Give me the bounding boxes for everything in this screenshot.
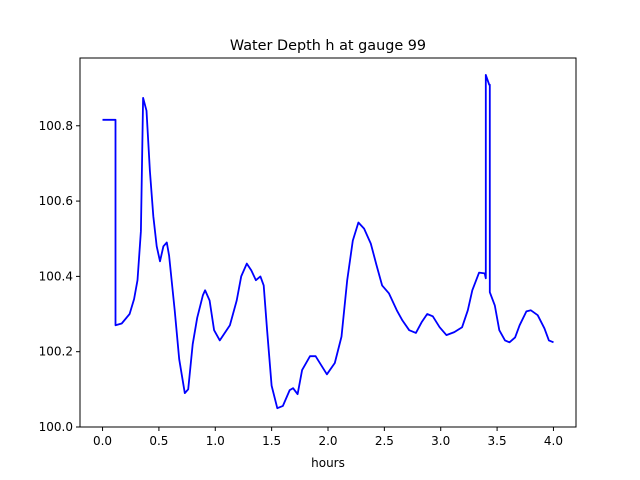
y-tick-label: 100.8: [39, 119, 73, 133]
x-tick-label: 2.0: [318, 434, 337, 448]
x-tick-label: 3.5: [488, 434, 507, 448]
y-tick-label: 100.2: [39, 345, 73, 359]
x-tick-label: 2.5: [375, 434, 394, 448]
x-axis-label: hours: [311, 456, 345, 470]
axes-frame: [79, 57, 577, 428]
x-tick-label: 0.5: [149, 434, 168, 448]
chart-title: Water Depth h at gauge 99: [230, 38, 426, 54]
x-axis: 0.0 0.5 1.0 1.5 2.0 2.5 3.0 3.5 4.0: [93, 427, 563, 448]
y-tick-label: 100.4: [39, 269, 73, 283]
series-line-h: [102, 74, 554, 410]
x-tick-label: 3.0: [431, 434, 450, 448]
plot-area: [102, 74, 554, 410]
y-tick-label: 100.0: [39, 420, 73, 434]
x-tick-label: 0.0: [93, 434, 112, 448]
x-tick-label: 1.0: [206, 434, 225, 448]
y-tick-label: 100.6: [39, 194, 73, 208]
x-tick-label: 4.0: [544, 434, 563, 448]
x-tick-label: 1.5: [262, 434, 281, 448]
y-axis: 100.0 100.2 100.4 100.6 100.8: [39, 119, 80, 434]
